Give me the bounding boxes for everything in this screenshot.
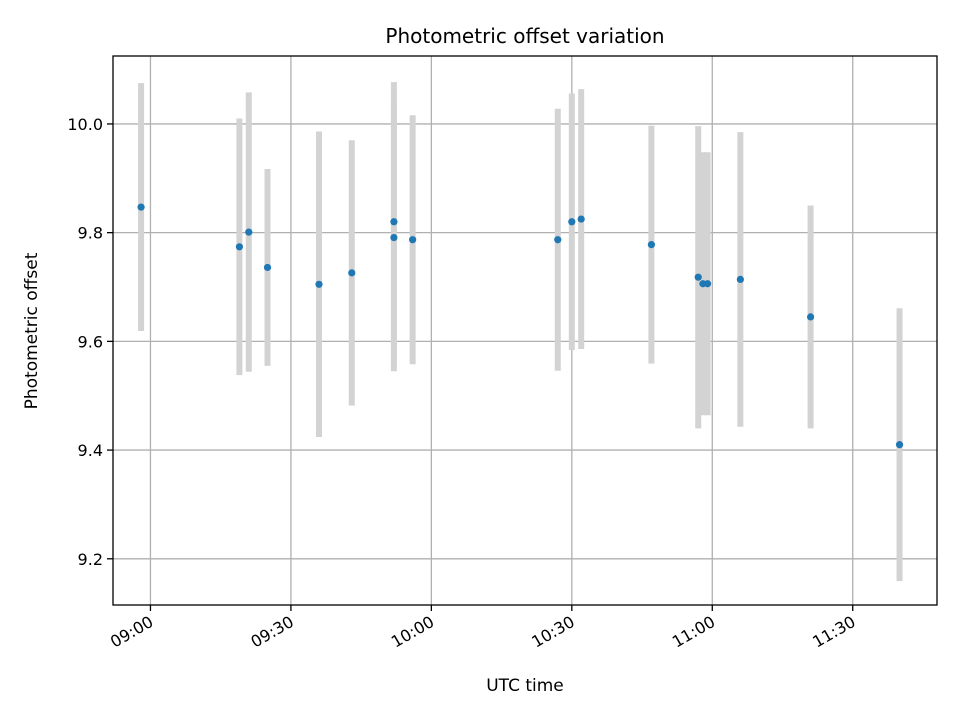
data-point: [315, 280, 323, 288]
axes-frame: [112, 55, 938, 606]
data-point: [568, 218, 576, 226]
y-tick-label: 9.6: [78, 332, 103, 351]
data-point: [235, 243, 244, 251]
y-tick-label: 9.4: [78, 441, 103, 460]
data-point: [736, 275, 744, 284]
y-tick-label: 9.2: [78, 550, 103, 569]
data-point: [647, 241, 656, 249]
y-tick-label: 9.8: [78, 224, 103, 243]
data-point: [245, 228, 253, 236]
data-point: [694, 273, 702, 281]
data-point: [806, 313, 815, 321]
data-point: [390, 233, 398, 242]
chart-title: Photometric offset variation: [385, 24, 664, 48]
y-tick-label: 10.0: [67, 115, 103, 134]
y-axis-label: Photometric offset: [22, 252, 42, 409]
data-point: [137, 203, 145, 211]
data-point: [348, 269, 356, 277]
data-point: [577, 215, 585, 223]
data-point: [263, 263, 272, 272]
data-points: [137, 203, 904, 449]
data-point: [409, 236, 417, 244]
data-point: [703, 280, 712, 288]
data-point: [390, 218, 398, 226]
x-axis-label: UTC time: [486, 676, 564, 696]
data-point: [554, 236, 562, 244]
data-point: [895, 441, 904, 449]
